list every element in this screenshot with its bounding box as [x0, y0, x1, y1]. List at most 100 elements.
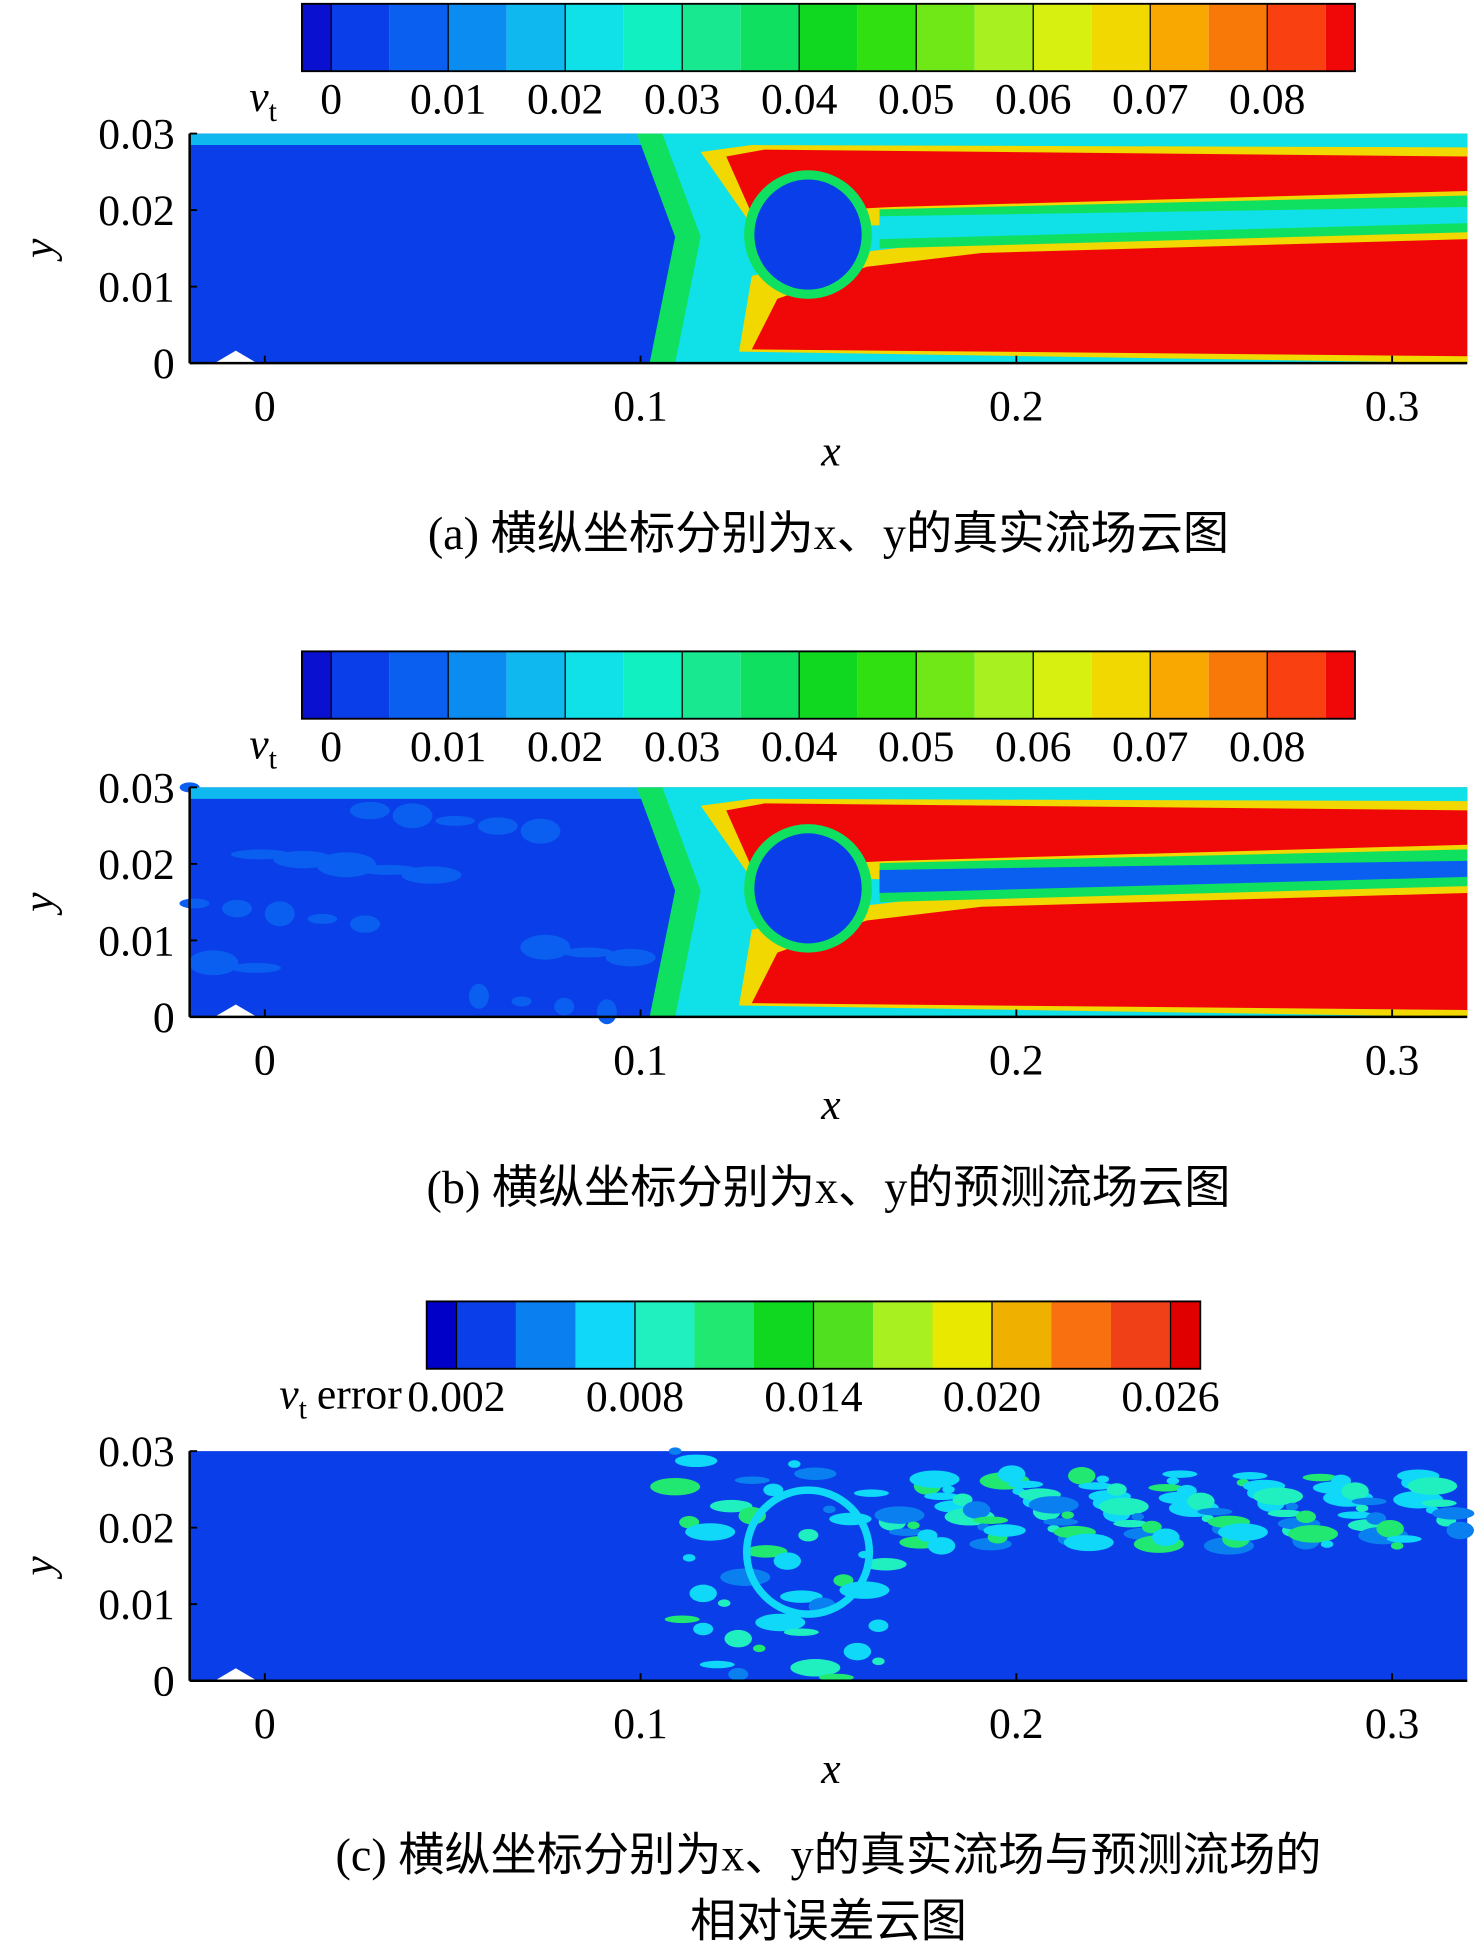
field-region — [1028, 1496, 1079, 1514]
inlet — [214, 350, 258, 364]
field-region — [1351, 1497, 1387, 1506]
field-region — [188, 950, 239, 976]
field-region — [1067, 1467, 1096, 1485]
field-region — [879, 860, 1468, 893]
field-region — [1341, 1482, 1369, 1500]
field-region — [755, 1613, 806, 1632]
y-tick-label: 0.02 — [98, 1505, 174, 1553]
field-region — [868, 1619, 889, 1632]
colorbar-band — [916, 3, 975, 72]
field-region — [1063, 1533, 1114, 1552]
colorbar-band — [1051, 1301, 1112, 1369]
field-region — [1162, 1470, 1198, 1478]
x-axis-label: x — [820, 1081, 841, 1129]
field-region — [1253, 1487, 1303, 1506]
field-region — [1432, 1507, 1475, 1520]
field-region — [751, 239, 1468, 357]
colorbar-band — [1033, 3, 1092, 72]
caption: (c) 横纵坐标分别为x、y的真实流场与预测流场的 — [336, 1829, 1322, 1880]
field-region — [468, 983, 489, 1009]
colorbar-tick-label: 0.03 — [644, 76, 720, 124]
field-region — [724, 1629, 752, 1648]
colorbar-band — [301, 3, 332, 72]
colorbar-tick-label: 0.008 — [586, 1373, 684, 1421]
field-region — [728, 1667, 749, 1681]
field-region — [1096, 1475, 1109, 1483]
colorbar-tick-label: 0.04 — [761, 76, 838, 124]
colorbar-band — [799, 3, 858, 72]
field-region — [853, 1489, 889, 1497]
field-region — [962, 1501, 991, 1519]
field-region — [596, 999, 617, 1025]
field-region — [924, 1492, 959, 1501]
colorbar-band — [1150, 651, 1209, 719]
field-region — [1386, 1535, 1422, 1543]
colorbar-band — [857, 3, 917, 72]
field-region — [780, 1590, 823, 1603]
colorbar-tick-label: 0.06 — [995, 723, 1071, 771]
y-tick-label: 0.03 — [98, 1428, 174, 1476]
colorbar-band — [623, 3, 683, 72]
field-region — [520, 934, 571, 960]
x-tick-label: 0 — [254, 383, 276, 431]
colorbar-band — [426, 1301, 457, 1369]
field-region — [818, 1673, 854, 1682]
colorbar-band — [331, 3, 390, 72]
field-region — [794, 1467, 837, 1480]
colorbar-tick-label: 0 — [320, 723, 342, 771]
contour-field — [189, 133, 1468, 364]
field-region — [562, 947, 613, 958]
colorbar-label-main: v — [249, 73, 269, 121]
field-region — [973, 1516, 1009, 1524]
colorbar-band — [515, 1301, 576, 1369]
colorbar-label-main: v — [249, 721, 269, 769]
field-region — [823, 1505, 836, 1514]
field-region — [682, 1554, 696, 1562]
colorbar-band — [1091, 651, 1151, 719]
y-axis-label: y — [14, 238, 62, 262]
colorbar-band — [456, 1301, 516, 1369]
colorbar-band — [389, 651, 449, 719]
colorbar-tick-label: 0.08 — [1229, 723, 1305, 771]
colorbar-band — [506, 651, 566, 719]
caption: 相对误差云图 — [690, 1895, 967, 1946]
x-tick-label: 0.1 — [613, 1036, 668, 1084]
field-region — [742, 1486, 874, 1618]
field-region — [435, 815, 476, 826]
y-tick-label: 0.01 — [98, 1581, 174, 1629]
field-region — [874, 1506, 925, 1524]
colorbar-tick-label: 0 — [320, 76, 342, 124]
colorbar-band — [694, 1301, 754, 1369]
field-region — [1376, 1520, 1404, 1538]
field-region — [1131, 1513, 1145, 1521]
y-tick-label: 0.01 — [98, 264, 174, 312]
colorbar-band — [1111, 1301, 1171, 1369]
field-region — [783, 1628, 819, 1636]
field-region — [872, 1657, 885, 1666]
field-region — [843, 1642, 872, 1661]
field-region — [349, 801, 390, 820]
field-region — [264, 901, 295, 927]
field-region — [726, 149, 1468, 214]
colorbar-band — [1170, 1301, 1201, 1369]
x-tick-label: 0.3 — [1365, 383, 1420, 431]
colorbar-band — [857, 651, 917, 719]
colorbar-tick-label: 0.07 — [1112, 723, 1188, 771]
field-region — [983, 1524, 1026, 1537]
field-region — [674, 1454, 718, 1468]
field-region — [1043, 1518, 1079, 1526]
x-tick-label: 0.2 — [989, 1700, 1044, 1748]
field-region — [745, 1545, 788, 1558]
colorbar-tick-label: 0.020 — [943, 1373, 1041, 1421]
field-region — [1421, 1499, 1457, 1507]
field-region — [927, 1537, 956, 1555]
colorbar-band — [301, 651, 332, 719]
colorbar-band — [1033, 651, 1092, 719]
colorbar-band — [1208, 3, 1268, 72]
field-region — [1320, 1540, 1334, 1548]
inlet — [214, 1004, 258, 1017]
colorbar-band — [1091, 3, 1151, 72]
caption: (b) 横纵坐标分别为x、y的预测流场云图 — [427, 1162, 1231, 1213]
field-region — [720, 1568, 771, 1586]
y-tick-label: 0.01 — [98, 917, 174, 965]
